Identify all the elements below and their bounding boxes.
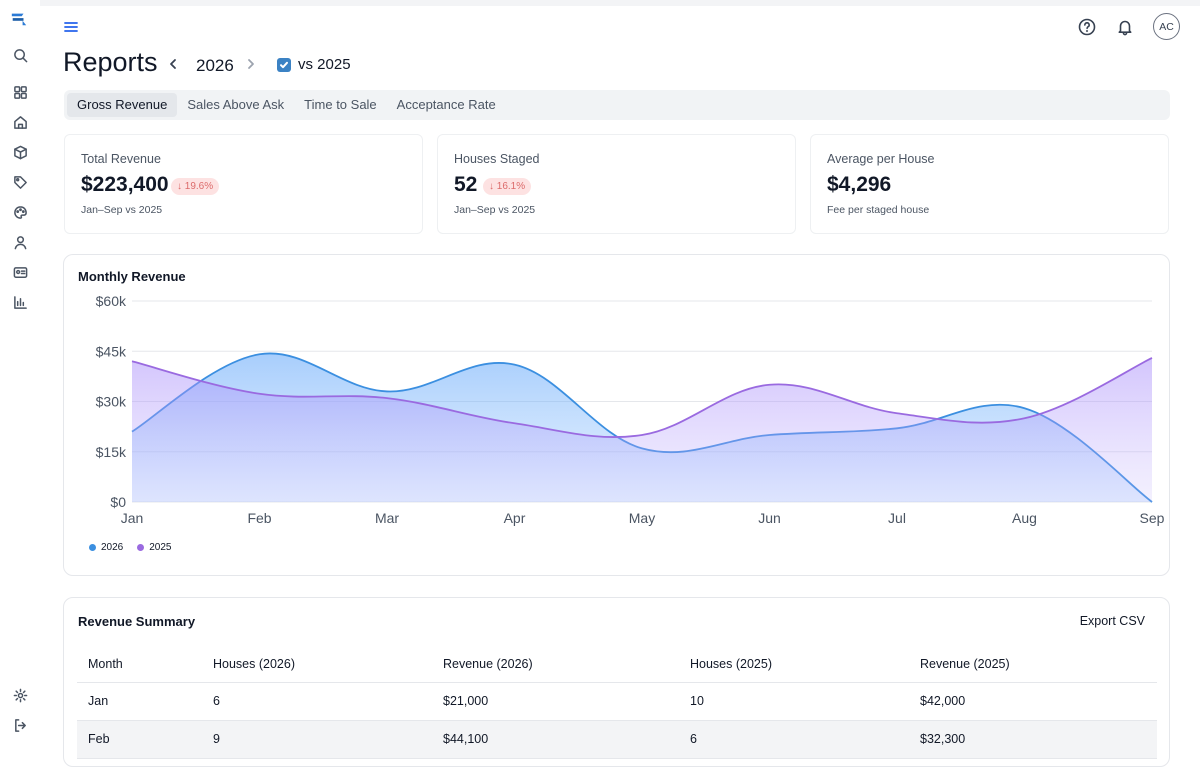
revenue-chart: $0 $15k $30k $45k $60k Jan Feb Mar Apr May Jun Jul A…: [96, 293, 1165, 526]
summary-title: Revenue Summary: [78, 614, 196, 629]
menu-icon[interactable]: [62, 18, 80, 36]
column-header[interactable]: Houses (2025): [679, 646, 909, 683]
chart-title: Monthly Revenue: [78, 269, 186, 284]
avatar[interactable]: AC: [1153, 13, 1180, 40]
revenue-summary-table: Month Houses (2026) Revenue (2026) House…: [77, 646, 1157, 759]
sidebar: [0, 0, 40, 750]
stat-label: Average per House: [827, 152, 935, 166]
change-badge: ↓ 19.6%: [171, 178, 220, 195]
palette-icon[interactable]: [11, 203, 29, 221]
stat-sub: Fee per staged house: [827, 204, 930, 216]
monthly-revenue-card: Monthly Revenue $0 $15k $30k $45k $60k Jan Feb…: [63, 254, 1170, 576]
top-strip: [40, 0, 1200, 6]
x-tick-label: Jan: [121, 510, 144, 526]
table-cell: 6: [679, 720, 909, 759]
x-tick-label: Apr: [504, 510, 526, 526]
year-label: 2026: [196, 56, 234, 75]
column-header[interactable]: Month: [77, 646, 202, 683]
table-row: Feb 9 $44,100 6 $32,300: [77, 720, 1157, 759]
y-tick-label: $30k: [96, 394, 127, 410]
stat-value: 52: [454, 173, 478, 196]
prev-year-icon[interactable]: [166, 56, 180, 72]
compare-label: vs 2025: [298, 56, 351, 73]
box-icon[interactable]: [11, 143, 29, 161]
tab-sales-above-ask[interactable]: Sales Above Ask: [187, 97, 285, 112]
id-card-icon[interactable]: [11, 263, 29, 281]
legend-label: 2026: [101, 542, 124, 553]
series-2025-line: [131, 357, 1153, 438]
table-cell: 6: [202, 682, 432, 721]
page-title: Reports: [63, 47, 158, 77]
legend-label: 2025: [149, 542, 172, 553]
settings-icon[interactable]: [11, 686, 29, 704]
stat-label: Houses Staged: [454, 152, 540, 166]
stat-card-average-per-house: Average per House $4,296 Fee per staged …: [810, 134, 1169, 234]
table-cell: $44,100: [432, 720, 679, 759]
legend-item-2026[interactable]: 2026: [89, 542, 123, 553]
tag-icon[interactable]: [11, 173, 29, 191]
help-icon[interactable]: [1077, 17, 1097, 37]
home-icon[interactable]: [11, 113, 29, 131]
checkbox-checked-icon[interactable]: [277, 57, 291, 72]
table-row: Jan 6 $21,000 10 $42,000: [77, 682, 1157, 721]
stat-value: $4,296: [827, 173, 892, 196]
table-cell: $32,300: [909, 720, 1157, 759]
y-tick-label: $15k: [96, 444, 127, 460]
tab-acceptance-rate[interactable]: Acceptance Rate: [396, 97, 496, 112]
table-cell: Feb: [77, 720, 202, 759]
x-tick-label: Feb: [247, 510, 271, 526]
table-header-row: Month Houses (2026) Revenue (2026) House…: [77, 646, 1157, 683]
compare-toggle[interactable]: vs 2025: [277, 56, 351, 73]
stat-sub: Jan–Sep vs 2025: [454, 204, 536, 216]
column-header[interactable]: Houses (2026): [202, 646, 432, 683]
revenue-summary-card: Revenue Summary Export CSV Month Houses …: [63, 597, 1170, 767]
stat-card-total-revenue: Total Revenue $223,400 ↓ 19.6% Jan–Sep v…: [64, 134, 423, 234]
logo-icon[interactable]: [10, 10, 28, 28]
stat-label: Total Revenue: [81, 152, 161, 166]
table-cell: 9: [202, 720, 432, 759]
column-header[interactable]: Revenue (2025): [909, 646, 1157, 683]
header-actions: AC: [1077, 13, 1180, 40]
x-tick-label: Jun: [758, 510, 781, 526]
column-header[interactable]: Revenue (2026): [432, 646, 679, 683]
x-tick-label: May: [629, 510, 655, 526]
y-tick-label: $0: [110, 494, 126, 510]
search-icon[interactable]: [11, 46, 29, 64]
export-csv-button[interactable]: Export CSV: [1079, 614, 1145, 628]
table-cell: 10: [679, 682, 909, 721]
tab-gross-revenue[interactable]: Gross Revenue: [67, 93, 178, 117]
x-tick-label: Mar: [375, 510, 399, 526]
dashboard-icon[interactable]: [11, 83, 29, 101]
user-icon[interactable]: [11, 233, 29, 251]
stat-sub: Jan–Sep vs 2025: [81, 204, 163, 216]
logout-icon[interactable]: [11, 716, 29, 734]
series-2025-area: [132, 357, 1152, 502]
bar-chart-icon[interactable]: [11, 293, 29, 311]
stat-value: $223,400: [81, 173, 169, 196]
bell-icon[interactable]: [1115, 17, 1135, 37]
change-badge: ↓ 16.1%: [483, 178, 532, 195]
next-year-icon[interactable]: [244, 56, 258, 72]
table-cell: $42,000: [909, 682, 1157, 721]
report-tabs: Gross Revenue Sales Above Ask Time to Sa…: [64, 90, 1170, 120]
y-tick-label: $45k: [96, 343, 127, 359]
legend-dot: [137, 544, 145, 551]
table-cell: Jan: [77, 682, 202, 721]
legend-item-2025[interactable]: 2025: [137, 542, 172, 553]
tab-time-to-sale[interactable]: Time to Sale: [304, 97, 377, 112]
chart-legend: 2026 2025: [89, 542, 172, 553]
x-tick-label: Aug: [1012, 510, 1037, 526]
legend-dot: [89, 544, 96, 551]
y-tick-label: $60k: [96, 293, 127, 309]
table-cell: $21,000: [432, 682, 679, 721]
x-tick-label: Jul: [888, 510, 906, 526]
x-tick-label: Sep: [1140, 510, 1165, 526]
stat-card-houses-staged: Houses Staged 52 ↓ 16.1% Jan–Sep vs 2025: [437, 134, 796, 234]
